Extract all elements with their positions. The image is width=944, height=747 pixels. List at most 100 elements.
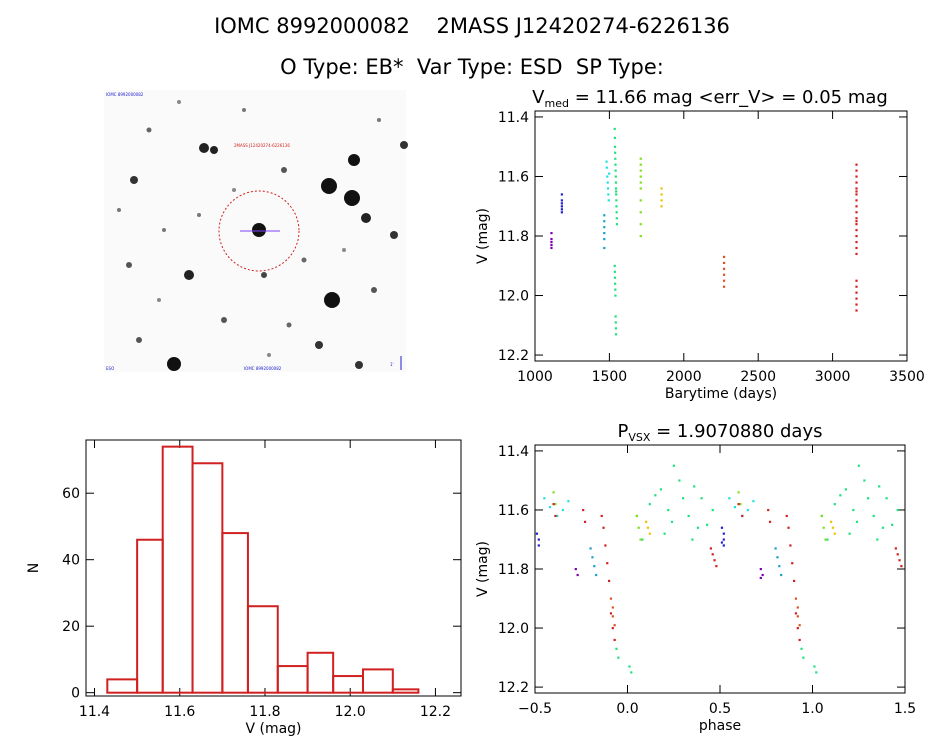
data-point	[855, 217, 858, 220]
star	[301, 257, 307, 263]
data-point	[614, 288, 617, 291]
data-point	[720, 541, 724, 544]
star	[355, 361, 363, 369]
data-point	[855, 285, 858, 288]
data-point	[603, 237, 606, 241]
star	[242, 108, 246, 112]
data-point	[605, 166, 608, 169]
data-point	[593, 565, 596, 568]
data-point	[752, 500, 755, 503]
data-point	[639, 175, 642, 178]
data-point	[537, 544, 540, 547]
data-point	[615, 205, 618, 208]
data-point	[722, 267, 726, 270]
data-point	[561, 508, 564, 512]
data-point	[720, 526, 724, 529]
x-tick-label: −0.5	[518, 701, 552, 717]
data-point	[722, 273, 726, 276]
data-point	[820, 514, 823, 518]
data-point	[552, 491, 555, 494]
data-point	[855, 279, 858, 282]
data-point	[789, 544, 792, 547]
data-point	[550, 232, 553, 235]
data-point	[833, 503, 836, 506]
data-point	[778, 565, 781, 568]
y-tick-label: 11.8	[498, 562, 529, 578]
data-point	[560, 193, 563, 196]
data-point	[614, 294, 617, 297]
data-point	[615, 223, 619, 226]
data-point	[898, 559, 901, 562]
data-point	[613, 145, 617, 148]
data-point	[739, 503, 742, 506]
data-point	[639, 157, 642, 160]
data-point	[604, 544, 607, 547]
data-point	[567, 500, 570, 503]
data-point	[896, 508, 899, 512]
data-point	[630, 671, 633, 674]
data-point	[855, 520, 859, 523]
data-point	[768, 520, 772, 523]
data-point	[548, 506, 551, 509]
image-label-bottom: IOMC 8992000082	[244, 366, 282, 371]
star	[221, 317, 227, 323]
data-point	[855, 211, 858, 214]
data-point	[863, 479, 866, 482]
data-point	[798, 624, 801, 627]
data-point	[614, 169, 617, 172]
data-point	[637, 526, 640, 529]
data-point	[691, 538, 694, 541]
star	[232, 188, 236, 192]
data-point	[737, 503, 740, 506]
data-point	[556, 514, 559, 518]
target-circle	[218, 190, 300, 272]
data-point	[639, 199, 642, 202]
x-tick-label: 1.5	[894, 701, 916, 717]
data-point	[785, 514, 788, 518]
star	[324, 292, 340, 308]
data-point	[761, 573, 764, 577]
data-point	[855, 309, 858, 312]
data-point	[728, 497, 731, 500]
data-point	[672, 464, 675, 467]
data-point	[648, 503, 651, 506]
data-point	[715, 565, 718, 568]
data-point	[614, 175, 617, 178]
data-point	[722, 544, 725, 547]
sky-image-panel: IOMC 8992000082 2MASS J12420274-6226136 …	[104, 90, 408, 372]
data-point	[830, 520, 833, 523]
star	[321, 178, 337, 194]
data-point	[711, 508, 714, 512]
x-tick-label: 0.0	[616, 701, 638, 717]
data-point	[639, 223, 642, 226]
hist-bar	[361, 668, 394, 694]
x-axis-label: V (mag)	[245, 721, 301, 737]
data-point	[607, 199, 610, 202]
star	[136, 337, 142, 343]
data-point	[560, 211, 563, 214]
data-point	[855, 297, 858, 300]
data-point	[550, 246, 553, 250]
data-point	[813, 665, 816, 668]
data-point	[855, 205, 858, 208]
data-point	[794, 597, 798, 600]
data-point	[608, 579, 611, 583]
data-point	[543, 497, 546, 500]
data-point	[613, 136, 616, 139]
data-point	[613, 276, 617, 279]
data-point	[855, 169, 858, 172]
hist-bar	[246, 605, 279, 694]
image-label-topleft: IOMC 8992000082	[106, 92, 144, 97]
image-scale-label: 1'	[390, 362, 394, 367]
data-point	[609, 612, 613, 615]
star	[157, 298, 161, 302]
data-point	[667, 508, 670, 512]
data-point	[560, 199, 563, 202]
data-point	[722, 532, 725, 535]
star-field	[117, 100, 408, 371]
data-point	[600, 514, 603, 518]
data-point	[833, 532, 836, 535]
data-point	[687, 514, 690, 518]
star	[348, 154, 360, 166]
data-point	[554, 514, 557, 518]
